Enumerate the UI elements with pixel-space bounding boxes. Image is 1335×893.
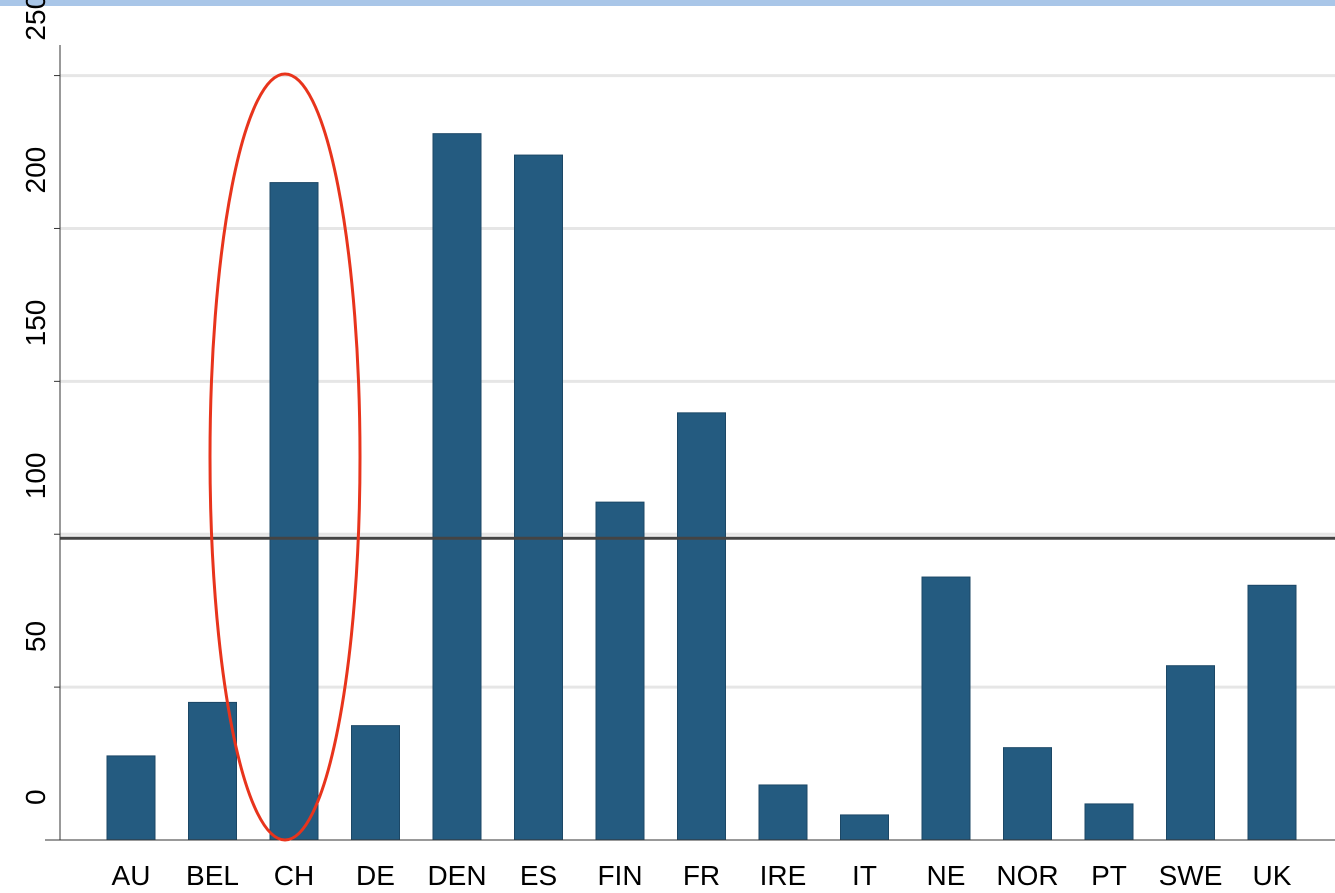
- bar: [840, 814, 889, 841]
- x-tick-label: NOR: [996, 860, 1058, 891]
- x-tick-label: SWE: [1159, 860, 1223, 891]
- bar: [677, 412, 726, 841]
- x-tick-label: DEN: [427, 860, 486, 891]
- x-tick-label: CH: [274, 860, 314, 891]
- x-tick-label: FR: [683, 860, 720, 891]
- y-tick-label: 100: [20, 453, 51, 500]
- x-tick-label: FIN: [597, 860, 642, 891]
- top-bar: [0, 0, 1335, 6]
- bar: [269, 182, 319, 841]
- x-tick-label: NE: [927, 860, 966, 891]
- x-tick-label: ES: [520, 860, 557, 891]
- bar: [106, 755, 156, 841]
- x-tick-label: DE: [356, 860, 395, 891]
- bar: [1003, 747, 1052, 841]
- y-tick-label: 150: [20, 300, 51, 347]
- bar: [1247, 584, 1297, 841]
- bar: [351, 725, 400, 841]
- bar: [188, 701, 237, 841]
- highlight-ellipse: [208, 72, 362, 842]
- bar: [514, 154, 563, 841]
- bar: [432, 133, 482, 841]
- y-tick-label: 50: [20, 621, 51, 652]
- y-tick-label: 0: [20, 789, 51, 805]
- x-tick-label: BEL: [186, 860, 239, 891]
- x-tick-label: PT: [1091, 860, 1127, 891]
- bar: [921, 576, 971, 841]
- bar: [1084, 803, 1134, 841]
- x-tick-label: AU: [112, 860, 151, 891]
- bar: [758, 784, 808, 841]
- x-tick-label: IT: [852, 860, 877, 891]
- bar: [595, 501, 645, 841]
- bar: [1166, 665, 1215, 841]
- y-tick-label: 250: [20, 0, 51, 41]
- y-tick-label: 200: [20, 147, 51, 194]
- x-tick-label: UK: [1253, 860, 1292, 891]
- x-tick-label: IRE: [760, 860, 807, 891]
